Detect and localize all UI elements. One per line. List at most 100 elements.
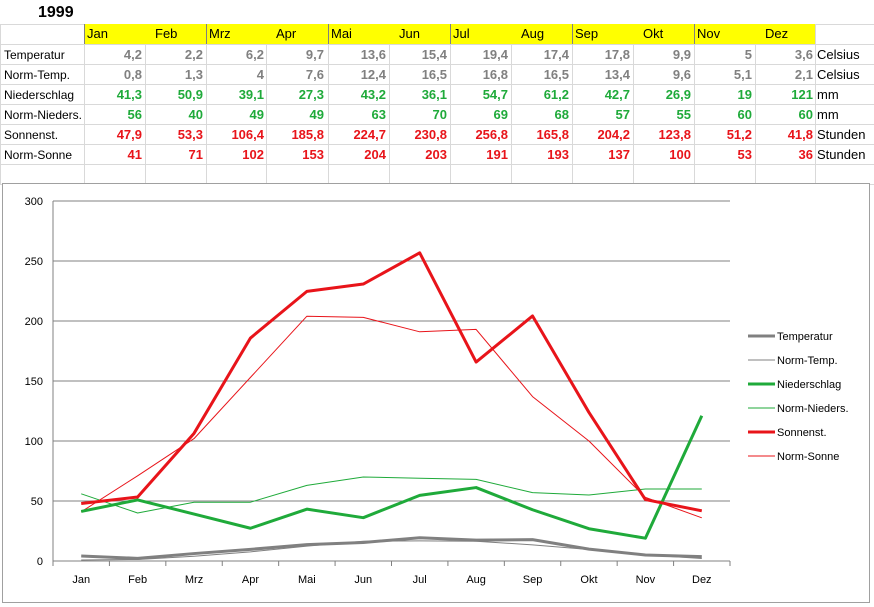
- series-line-niederschlag: [80, 415, 704, 540]
- x-tick-label: Mai: [298, 574, 316, 586]
- series-line-temperatur: [81, 536, 702, 560]
- x-tick-label: Sep: [523, 574, 543, 586]
- table-cell: 106,4: [231, 127, 264, 142]
- x-tick-label: Mrz: [185, 574, 203, 586]
- table-cell: 2,2: [184, 47, 203, 62]
- table-cell: 3,6: [794, 47, 813, 62]
- table-cell: 53,3: [177, 127, 203, 142]
- y-tick-label: 0: [37, 556, 43, 568]
- month-header-jul: Jul: [450, 24, 511, 44]
- table-cell: 53: [737, 147, 752, 162]
- table-cell: 50,9: [177, 87, 203, 102]
- table-cell: 102: [242, 147, 264, 162]
- table-cell: 193: [547, 147, 569, 162]
- table-cell: 1,3: [184, 67, 203, 82]
- table-cell: 71: [188, 147, 203, 162]
- table-cell: 26,9: [665, 87, 691, 102]
- x-tick-label: Apr: [242, 574, 259, 586]
- table-cell: 137: [608, 147, 630, 162]
- table-cell: 9,7: [305, 47, 324, 62]
- x-tick-label: Aug: [466, 574, 486, 586]
- grid-row-line: [0, 64, 874, 65]
- table-cell: 39,1: [238, 87, 264, 102]
- series-line-sonnenst: [81, 251, 703, 513]
- row-label: Temperatur: [4, 48, 65, 62]
- table-cell: 12,4: [360, 67, 386, 82]
- legend-label: Norm-Temp.: [777, 355, 838, 367]
- table-cell: 42,7: [604, 87, 630, 102]
- x-tick-label: Jul: [413, 574, 427, 586]
- spreadsheet-table: 1999 Jan Feb Mrz Apr Mai Jun Jul Aug Sep Okt Nov De…: [0, 0, 874, 185]
- row-label: Niederschlag: [4, 88, 75, 102]
- grid-row-line: [0, 44, 874, 45]
- table-cell: 70: [432, 107, 447, 122]
- x-tick-label: Feb: [128, 574, 147, 586]
- table-cell: 0,8: [123, 67, 142, 82]
- grid-row-line: [0, 144, 874, 145]
- table-cell: 36: [798, 147, 813, 162]
- table-cell: 57: [615, 107, 630, 122]
- table-cell: 204,2: [597, 127, 630, 142]
- month-header-jan: Jan: [84, 24, 145, 44]
- row-unit: Celsius: [817, 67, 860, 82]
- x-tick-label: Dez: [692, 574, 712, 586]
- chart-svg: 0 50 100 150 200 250 300 Jan Feb Mrz Apr Mai Jun Jul A…: [25, 196, 849, 586]
- row-unit: Celsius: [817, 47, 860, 62]
- table-cell: 2,1: [794, 67, 813, 82]
- month-header-mrz: Mrz: [206, 24, 266, 44]
- table-cell: 153: [302, 147, 324, 162]
- month-header-feb: Feb: [145, 24, 206, 44]
- table-cell: 4,2: [123, 47, 142, 62]
- table-cell: 54,7: [482, 87, 508, 102]
- table-cell: 41,8: [787, 127, 813, 142]
- grid-row-line: [0, 104, 874, 105]
- table-cell: 19,4: [482, 47, 508, 62]
- table-cell: 9,6: [672, 67, 691, 82]
- table-cell: 49: [249, 107, 264, 122]
- x-tick-label: Okt: [580, 574, 597, 586]
- table-cell: 19: [737, 87, 752, 102]
- table-cell: 230,8: [414, 127, 447, 142]
- table-cell: 69: [493, 107, 508, 122]
- table-cell: 203: [425, 147, 447, 162]
- month-header-sep: Sep: [572, 24, 633, 44]
- x-tick-label: Jan: [72, 574, 90, 586]
- month-header-jun: Jun: [389, 24, 450, 44]
- legend-label: Niederschlag: [777, 379, 841, 391]
- table-cell: 27,3: [298, 87, 324, 102]
- y-tick-label: 50: [31, 496, 43, 508]
- table-cell: 7,6: [305, 67, 324, 82]
- table-cell: 256,8: [475, 127, 508, 142]
- row-label: Norm-Nieders.: [4, 108, 83, 122]
- table-cell: 165,8: [536, 127, 569, 142]
- legend-label: Sonnenst.: [777, 427, 827, 439]
- table-cell: 40: [188, 107, 203, 122]
- table-cell: 4: [256, 67, 264, 82]
- row-unit: mm: [817, 87, 839, 102]
- month-header-okt: Okt: [633, 24, 694, 44]
- year-heading: 1999: [38, 4, 74, 21]
- table-cell: 13,4: [604, 67, 630, 82]
- row-label: Norm-Sonne: [4, 148, 73, 162]
- table-cell: 60: [798, 107, 813, 122]
- month-header-dez: Dez: [755, 24, 815, 44]
- table-cell: 100: [669, 147, 691, 162]
- x-tick-label: Nov: [636, 574, 656, 586]
- grid-row-line: [0, 84, 874, 85]
- grid-row-line: [0, 124, 874, 125]
- y-tick-label: 300: [25, 196, 43, 208]
- table-cell: 191: [486, 147, 508, 162]
- series-line-norm-nieders: [81, 476, 702, 514]
- table-cell: 15,4: [421, 47, 447, 62]
- month-header-apr: Apr: [266, 24, 328, 44]
- y-tick-label: 150: [25, 376, 43, 388]
- table-cell: 63: [371, 107, 386, 122]
- table-cell: 51,2: [726, 127, 752, 142]
- table-cell: 224,7: [353, 127, 386, 142]
- table-cell: 13,6: [360, 47, 386, 62]
- row-label: Sonnenst.: [4, 128, 59, 142]
- row-unit: Stunden: [817, 147, 866, 162]
- table-cell: 41: [127, 147, 142, 162]
- table-cell: 121: [791, 87, 813, 102]
- legend-label: Norm-Nieders.: [777, 403, 849, 415]
